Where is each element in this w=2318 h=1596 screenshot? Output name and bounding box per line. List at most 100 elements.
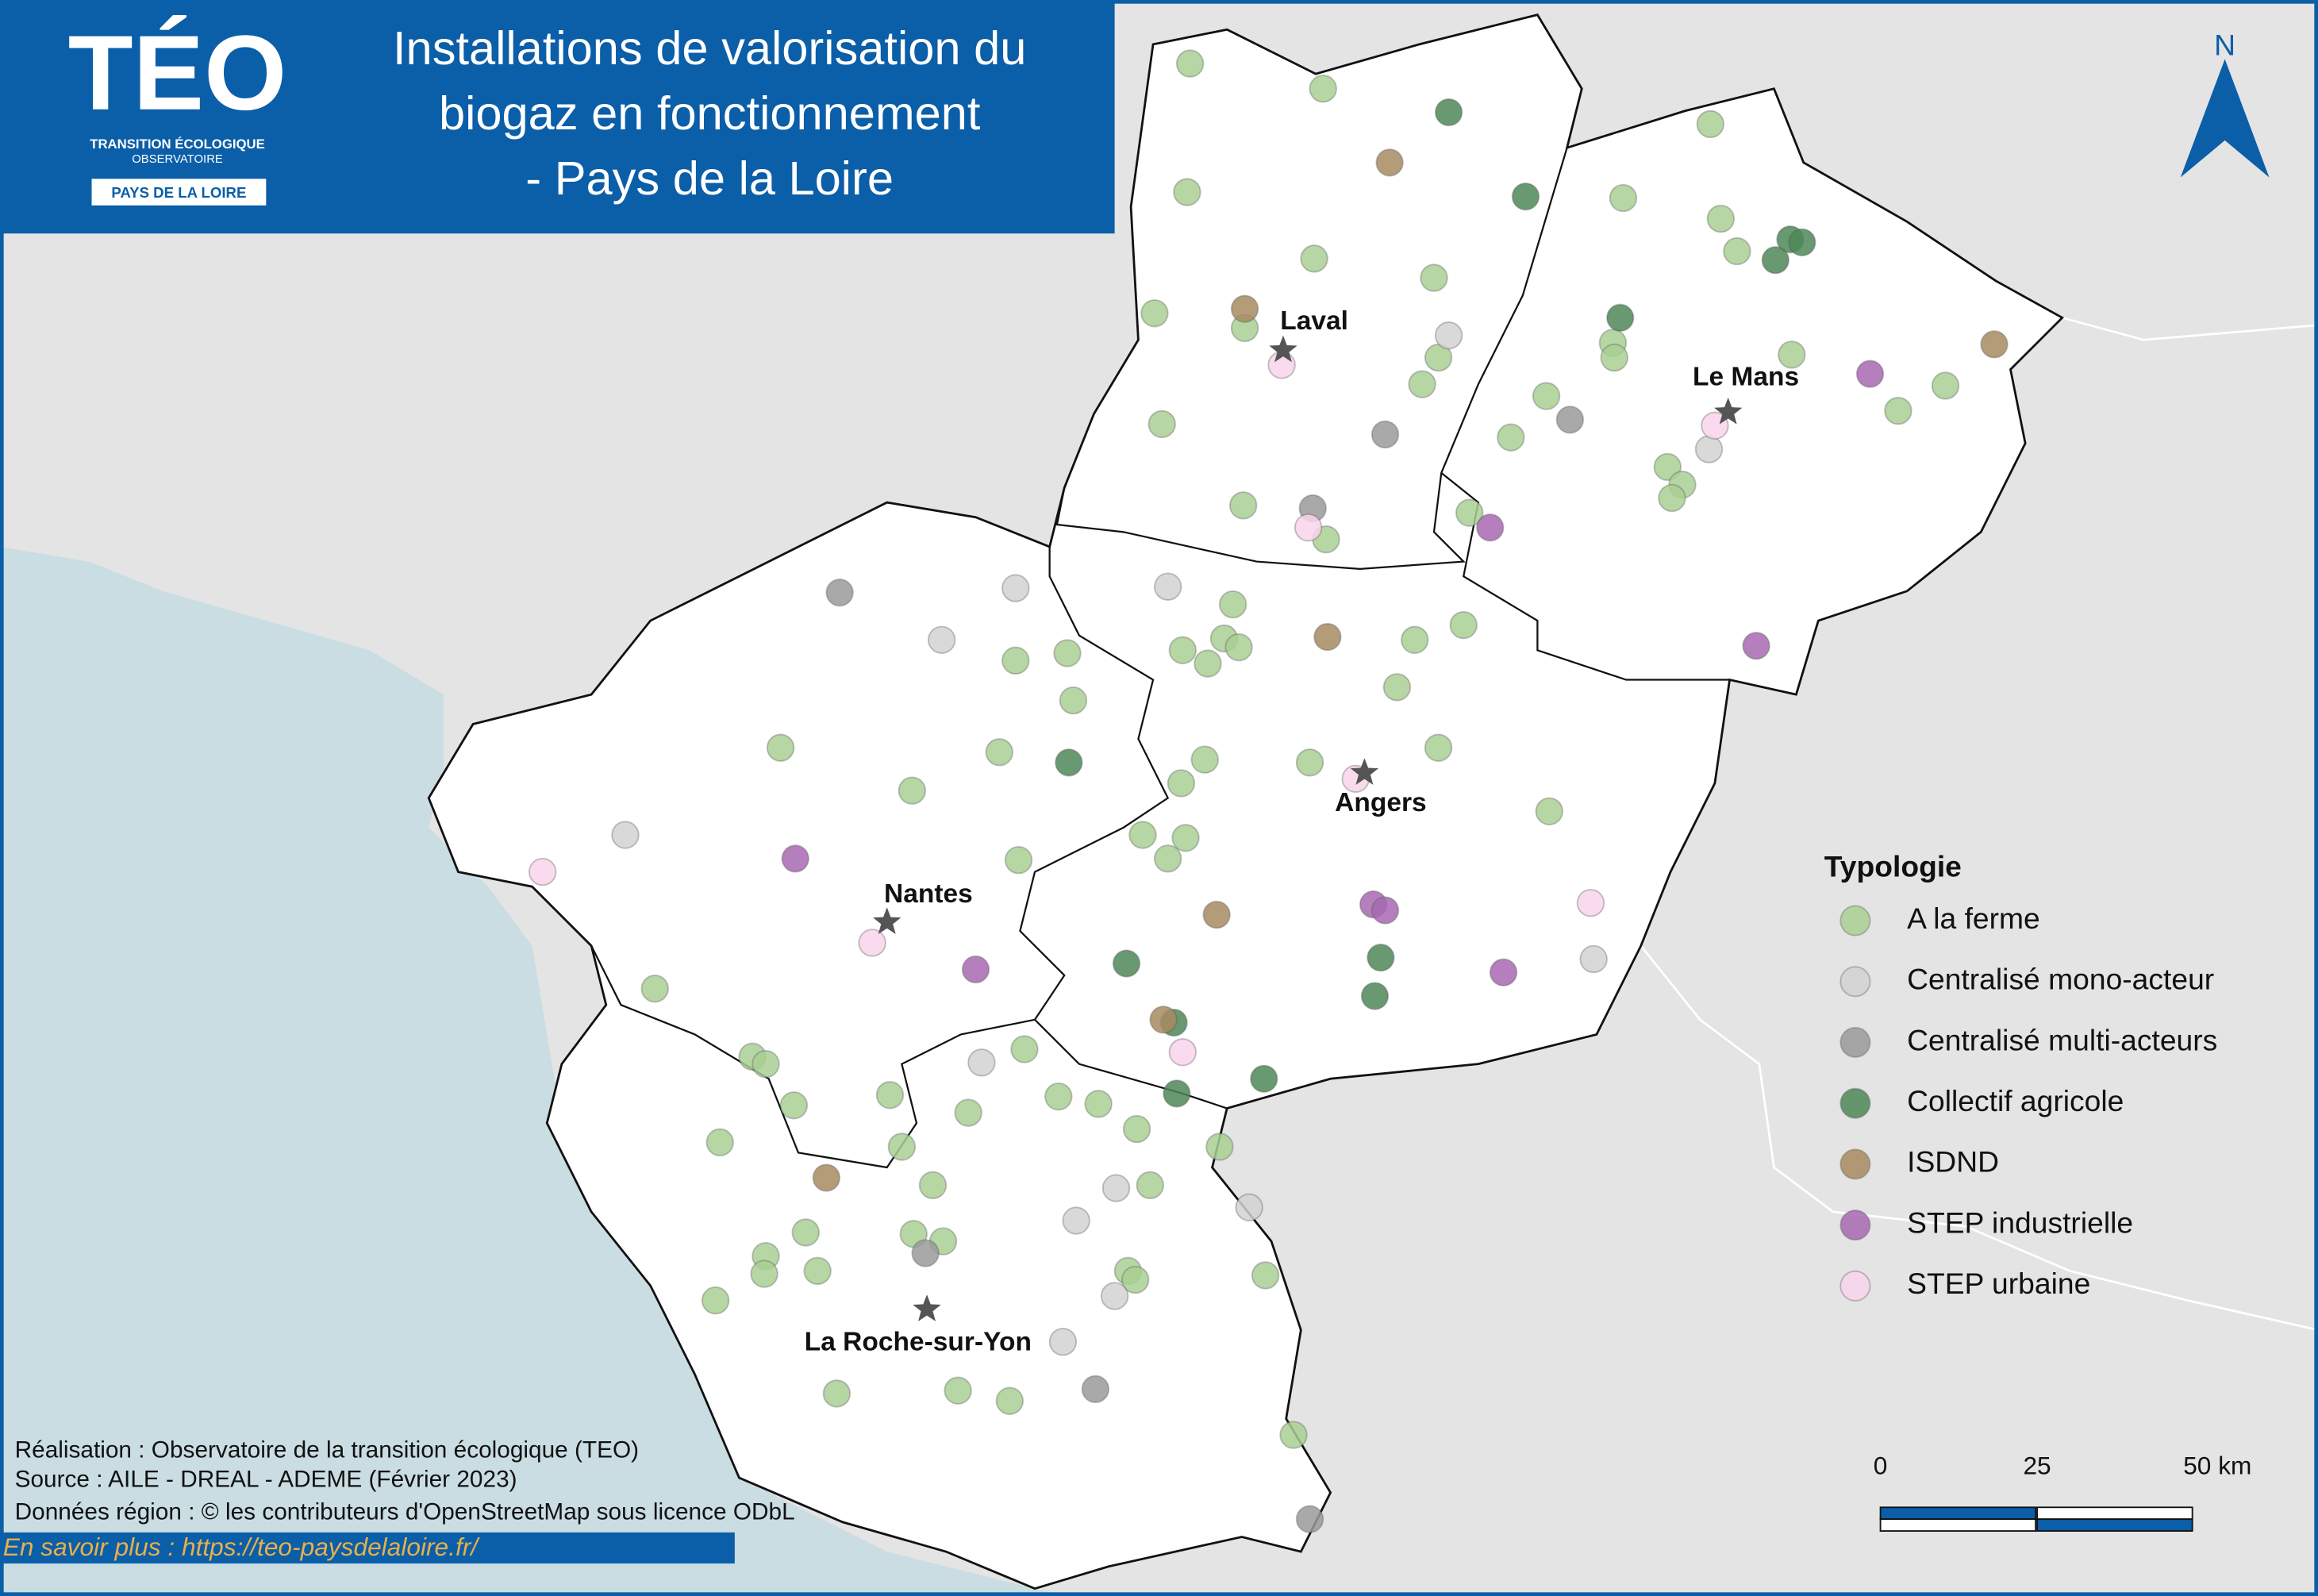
installation — [1609, 183, 1638, 213]
logo-badge — [91, 179, 267, 206]
installation — [927, 625, 956, 654]
city-label: Le Mans — [1693, 363, 1799, 392]
installation — [640, 975, 669, 1003]
scale-bar — [1879, 1518, 2037, 1533]
installation — [1084, 1090, 1113, 1118]
legend-label: Centralisé multi-acteurs — [1907, 1023, 2217, 1056]
city-star — [1350, 758, 1379, 785]
installation — [1309, 75, 1337, 103]
neighbour-border — [1640, 944, 2318, 1332]
installation — [1855, 360, 1885, 388]
border — [1440, 471, 1730, 681]
city-star — [913, 1294, 941, 1321]
installation — [1375, 148, 1404, 177]
north-label: N — [2214, 28, 2235, 61]
installation — [1168, 636, 1197, 664]
installation — [611, 821, 640, 849]
installation — [1606, 303, 1635, 333]
installation — [705, 1128, 734, 1157]
legend-swatch — [1839, 1026, 1871, 1059]
installation — [1300, 244, 1328, 273]
installation — [1122, 1114, 1151, 1144]
legend-label: A la ferme — [1907, 902, 2040, 935]
installation — [995, 1386, 1024, 1415]
installation — [1600, 343, 1628, 372]
city-star — [873, 907, 901, 934]
credit: Données région : © les contributeurs d'O… — [15, 1499, 795, 1525]
border — [590, 945, 1036, 1169]
installation — [1055, 748, 1083, 777]
installation — [1136, 1171, 1165, 1200]
link-bar — [0, 1532, 735, 1564]
city-label: Laval — [1280, 306, 1348, 336]
city-star — [1714, 397, 1743, 425]
installation — [1140, 299, 1169, 328]
installation — [1424, 343, 1453, 372]
installation — [858, 929, 886, 957]
installation — [1228, 491, 1258, 520]
city-label: Angers — [1335, 788, 1427, 817]
installation — [781, 844, 809, 873]
link[interactable]: En savoir plus : https://teo-paysdelaloi… — [3, 1533, 481, 1561]
installation — [1370, 896, 1400, 925]
scale-label: 25 — [2023, 1451, 2051, 1479]
installation — [1694, 435, 1724, 463]
installation — [791, 1218, 820, 1247]
title: Installations de valorisation du — [393, 21, 1026, 75]
installation — [1455, 498, 1484, 527]
installation — [1004, 846, 1033, 875]
installation — [1313, 622, 1342, 652]
installation — [1190, 745, 1219, 774]
installation — [1761, 246, 1790, 275]
installation — [1424, 733, 1453, 762]
installation — [701, 1286, 730, 1315]
installation — [1497, 423, 1525, 452]
installation — [1059, 686, 1088, 715]
legend-swatch — [1839, 1087, 1871, 1119]
installation — [1884, 396, 1912, 425]
title: - Pays de la Loire — [525, 152, 894, 205]
installation — [1251, 1261, 1280, 1290]
installation — [1778, 340, 1806, 369]
installation — [812, 1163, 841, 1192]
installation — [1010, 1035, 1039, 1063]
installation — [1723, 237, 1751, 266]
installation — [1295, 1505, 1324, 1533]
installation — [1175, 49, 1205, 78]
legend-label: Collectif agricole — [1907, 1084, 2124, 1117]
installation — [954, 1098, 982, 1127]
installation — [1001, 574, 1030, 602]
installation — [528, 857, 557, 886]
installation — [1653, 452, 1682, 482]
installation — [1149, 1006, 1178, 1034]
legend-label: STEP urbaine — [1907, 1267, 2090, 1300]
legend-swatch — [1839, 966, 1871, 998]
installation — [961, 955, 990, 984]
installation — [1153, 572, 1182, 601]
installation — [752, 1049, 780, 1079]
installation — [1511, 182, 1540, 211]
installation — [1408, 370, 1436, 398]
installation — [1295, 748, 1324, 777]
installation — [1173, 178, 1201, 206]
installation — [1706, 204, 1736, 233]
installation — [1128, 821, 1157, 849]
installation — [1434, 98, 1463, 127]
legend-swatch — [1839, 1270, 1871, 1302]
legend-label: STEP industrielle — [1907, 1206, 2133, 1239]
legend-title: Typologie — [1824, 850, 1962, 883]
installation — [1167, 769, 1196, 798]
installation — [1224, 633, 1253, 662]
border — [1019, 546, 1228, 1110]
title: biogaz en fonctionnement — [439, 87, 981, 140]
installation — [1360, 982, 1390, 1010]
installation — [1658, 483, 1686, 513]
installation — [1205, 1133, 1234, 1161]
installation — [1230, 294, 1259, 323]
installation — [1044, 1082, 1073, 1111]
city-label: La Roche-sur-Yon — [805, 1327, 1032, 1356]
installation — [1168, 1038, 1197, 1067]
